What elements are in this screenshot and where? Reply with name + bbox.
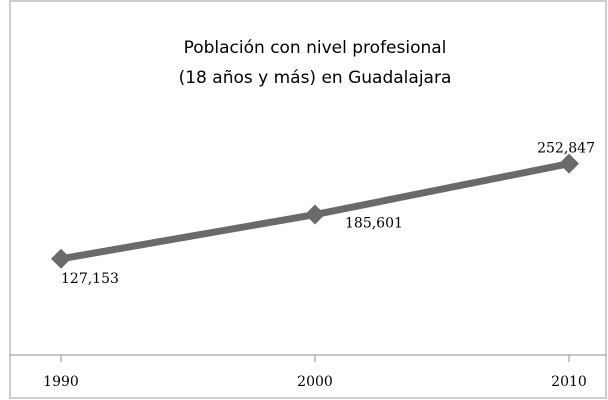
data-point [305, 204, 325, 225]
chart-frame [9, 0, 607, 399]
data-point [559, 153, 579, 174]
x-tick-label: 2010 [551, 374, 587, 390]
x-tick-label: 2000 [297, 374, 333, 390]
chart-title: Población con nivel profesional [184, 38, 447, 58]
data-label: 127,153 [61, 271, 119, 287]
data-label: 252,847 [537, 141, 595, 157]
x-tick-label: 1990 [43, 374, 79, 390]
data-label: 185,601 [345, 216, 403, 232]
data-point [51, 248, 71, 269]
chart-title: (18 años y más) en Guadalajara [179, 68, 452, 88]
